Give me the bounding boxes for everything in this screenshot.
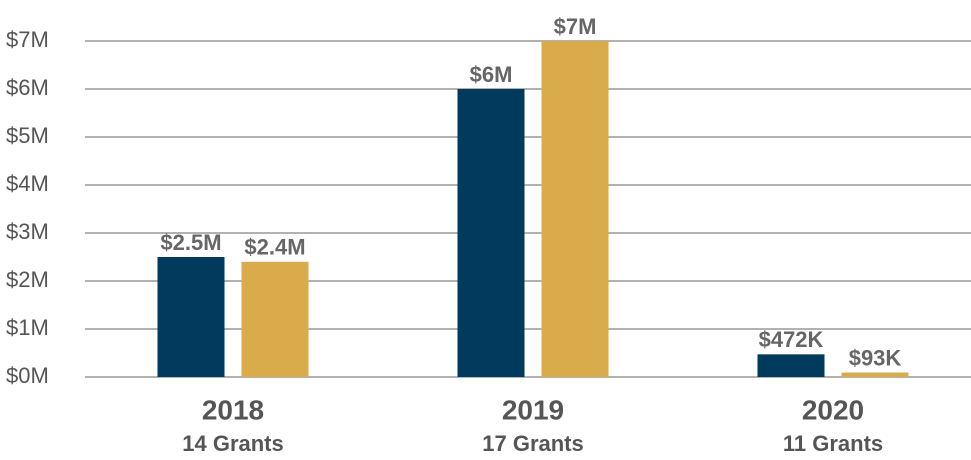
bar <box>841 372 909 377</box>
y-tick-label: $0M <box>6 363 49 388</box>
value-label: $472K <box>759 327 824 352</box>
bar <box>241 261 309 377</box>
x-tick-label: 2019 <box>502 394 564 425</box>
value-label: $2.5M <box>160 230 221 255</box>
value-label: $6M <box>470 62 513 87</box>
value-label: $93K <box>849 345 902 370</box>
y-tick-label: $1M <box>6 315 49 340</box>
y-tick-label: $5M <box>6 123 49 148</box>
y-tick-label: $4M <box>6 171 49 196</box>
y-tick-label: $2M <box>6 267 49 292</box>
x-tick-label: 2018 <box>202 394 264 425</box>
x-tick-sublabel: 17 Grants <box>482 431 584 456</box>
value-label: $2.4M <box>244 235 305 260</box>
value-label: $7M <box>554 14 597 39</box>
bar <box>541 41 609 377</box>
bar <box>157 257 225 377</box>
x-tick-sublabel: 11 Grants <box>783 431 883 456</box>
y-tick-label: $7M <box>6 27 49 52</box>
x-tick-label: 2020 <box>802 394 864 425</box>
y-tick-label: $3M <box>6 219 49 244</box>
y-tick-label: $6M <box>6 75 49 100</box>
bar <box>757 354 825 377</box>
bar <box>457 89 525 377</box>
x-tick-sublabel: 14 Grants <box>182 431 284 456</box>
